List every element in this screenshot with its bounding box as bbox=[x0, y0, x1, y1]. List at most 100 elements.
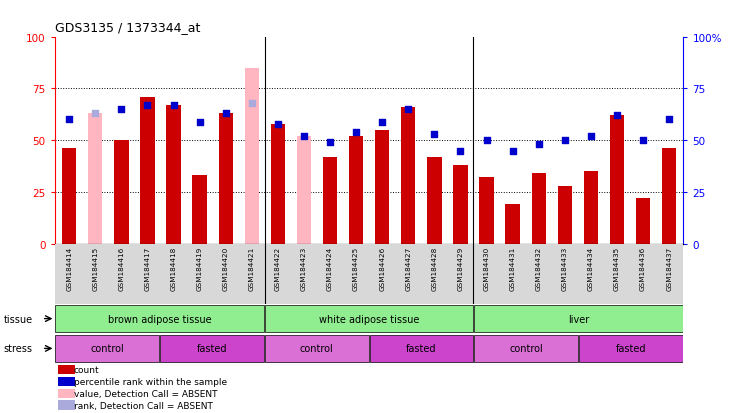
Bar bbox=[58, 365, 75, 374]
Bar bbox=[58, 377, 75, 386]
Bar bbox=[245, 69, 259, 244]
Text: GSM184420: GSM184420 bbox=[223, 246, 229, 290]
Point bbox=[611, 113, 623, 119]
Point bbox=[559, 138, 571, 144]
Point bbox=[194, 119, 205, 126]
Text: stress: stress bbox=[4, 344, 33, 354]
Text: value, Detection Call = ABSENT: value, Detection Call = ABSENT bbox=[74, 389, 217, 398]
Point bbox=[220, 111, 232, 117]
Bar bbox=[474, 306, 683, 332]
Bar bbox=[114, 141, 129, 244]
Text: tissue: tissue bbox=[4, 314, 33, 324]
Bar bbox=[270, 124, 285, 244]
Text: GSM184422: GSM184422 bbox=[275, 246, 281, 290]
Point bbox=[663, 117, 675, 123]
Text: control: control bbox=[300, 344, 333, 354]
Point bbox=[64, 117, 75, 123]
Text: GSM184428: GSM184428 bbox=[431, 246, 437, 290]
Bar bbox=[505, 205, 520, 244]
Text: GSM184436: GSM184436 bbox=[640, 246, 646, 290]
Text: GSM184417: GSM184417 bbox=[145, 246, 151, 290]
Point bbox=[428, 131, 440, 138]
Point bbox=[507, 148, 518, 154]
Point bbox=[637, 138, 649, 144]
Text: GSM184418: GSM184418 bbox=[170, 246, 176, 290]
Text: fasted: fasted bbox=[406, 344, 437, 354]
Bar bbox=[58, 389, 75, 398]
Text: GSM184429: GSM184429 bbox=[458, 246, 463, 290]
Text: GSM184437: GSM184437 bbox=[666, 246, 672, 290]
Point bbox=[324, 140, 336, 146]
Bar bbox=[160, 335, 264, 362]
Point bbox=[298, 133, 310, 140]
Bar bbox=[297, 137, 311, 244]
Bar bbox=[58, 401, 75, 410]
Text: GSM184415: GSM184415 bbox=[92, 246, 98, 290]
Bar bbox=[480, 178, 493, 244]
Point bbox=[481, 138, 493, 144]
Text: GSM184435: GSM184435 bbox=[614, 246, 620, 290]
Text: fasted: fasted bbox=[616, 344, 646, 354]
Bar bbox=[453, 166, 468, 244]
Bar bbox=[88, 114, 102, 244]
Text: white adipose tissue: white adipose tissue bbox=[319, 314, 420, 324]
Point bbox=[246, 100, 257, 107]
Text: liver: liver bbox=[568, 314, 589, 324]
Bar bbox=[401, 108, 415, 244]
Bar bbox=[610, 116, 624, 244]
Text: GSM184414: GSM184414 bbox=[67, 246, 72, 290]
Bar bbox=[140, 97, 154, 244]
Point bbox=[403, 107, 414, 113]
Point bbox=[455, 148, 466, 154]
Bar bbox=[62, 149, 76, 244]
Point bbox=[89, 111, 101, 117]
Text: GSM184430: GSM184430 bbox=[483, 246, 490, 290]
Point bbox=[167, 102, 179, 109]
Point bbox=[115, 107, 127, 113]
Text: GSM184423: GSM184423 bbox=[301, 246, 307, 290]
Text: brown adipose tissue: brown adipose tissue bbox=[107, 314, 211, 324]
Bar bbox=[265, 306, 474, 332]
Bar bbox=[474, 335, 578, 362]
Text: count: count bbox=[74, 365, 99, 374]
Bar bbox=[265, 335, 368, 362]
Point bbox=[376, 119, 388, 126]
Bar bbox=[579, 335, 683, 362]
Text: GSM184426: GSM184426 bbox=[379, 246, 385, 290]
Text: rank, Detection Call = ABSENT: rank, Detection Call = ABSENT bbox=[74, 401, 213, 410]
Bar bbox=[531, 174, 546, 244]
Point bbox=[533, 142, 545, 148]
Bar bbox=[636, 199, 651, 244]
Bar bbox=[56, 306, 264, 332]
Text: GSM184425: GSM184425 bbox=[353, 246, 359, 290]
Point bbox=[142, 102, 154, 109]
Bar bbox=[375, 131, 390, 244]
Text: GSM184421: GSM184421 bbox=[249, 246, 255, 290]
Point bbox=[350, 129, 362, 136]
Text: GSM184424: GSM184424 bbox=[327, 246, 333, 290]
Bar bbox=[56, 335, 159, 362]
Text: GSM184419: GSM184419 bbox=[197, 246, 202, 290]
Text: control: control bbox=[510, 344, 543, 354]
Text: GDS3135 / 1373344_at: GDS3135 / 1373344_at bbox=[55, 21, 200, 33]
Bar bbox=[219, 114, 233, 244]
Point bbox=[585, 133, 596, 140]
Bar bbox=[427, 157, 442, 244]
Text: control: control bbox=[91, 344, 124, 354]
Text: GSM184416: GSM184416 bbox=[118, 246, 124, 290]
Text: GSM184431: GSM184431 bbox=[510, 246, 515, 290]
Text: GSM184432: GSM184432 bbox=[536, 246, 542, 290]
Bar bbox=[558, 186, 572, 244]
Bar bbox=[192, 176, 207, 244]
Bar bbox=[584, 172, 598, 244]
Text: GSM184434: GSM184434 bbox=[588, 246, 594, 290]
Bar bbox=[662, 149, 676, 244]
Text: percentile rank within the sample: percentile rank within the sample bbox=[74, 377, 227, 386]
Text: GSM184427: GSM184427 bbox=[405, 246, 412, 290]
Text: GSM184433: GSM184433 bbox=[562, 246, 568, 290]
Bar bbox=[370, 335, 474, 362]
Text: fasted: fasted bbox=[197, 344, 227, 354]
Bar bbox=[349, 137, 363, 244]
Bar bbox=[167, 106, 181, 244]
Bar bbox=[323, 157, 337, 244]
